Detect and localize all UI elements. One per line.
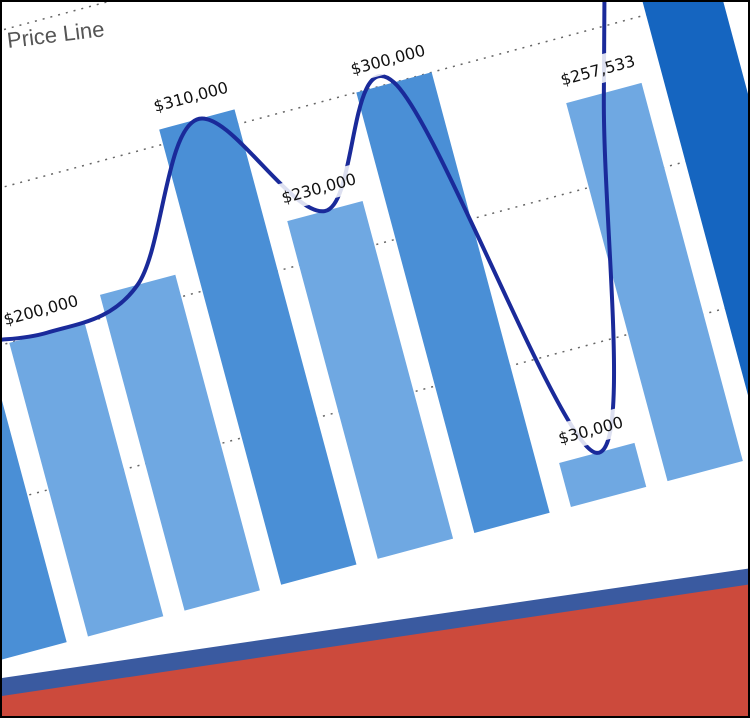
data-label-bg <box>137 70 244 123</box>
gridlines <box>2 2 748 527</box>
data-label-bg <box>544 43 651 96</box>
price-line-series <box>2 2 616 455</box>
bar <box>99 274 260 611</box>
data-label-bg <box>537 403 644 456</box>
bar <box>566 82 743 482</box>
data-labels: 33$200,000$310,000$230,000$300,000$30,00… <box>2 33 651 456</box>
plot-area: 33$200,000$310,000$230,000$300,000$30,00… <box>2 2 748 663</box>
bar <box>356 72 550 533</box>
bars <box>2 2 748 663</box>
gridline <box>2 119 748 380</box>
bar <box>287 200 454 559</box>
price-line <box>2 2 616 455</box>
bar <box>9 322 164 637</box>
data-label-bg <box>2 283 94 336</box>
gridline <box>2 2 748 233</box>
data-label-bg <box>265 162 372 214</box>
chart-title: Price Line <box>6 16 106 53</box>
gridline <box>2 266 748 527</box>
floor-edge <box>2 568 748 698</box>
data-label-bg <box>335 33 441 86</box>
price-line-chart: 33$200,000$310,000$230,000$300,000$30,00… <box>2 2 748 716</box>
bar <box>159 109 357 585</box>
bar <box>567 2 748 456</box>
floor <box>2 568 748 716</box>
bar <box>2 331 67 663</box>
bar <box>559 442 647 508</box>
floor-surface <box>2 584 748 716</box>
